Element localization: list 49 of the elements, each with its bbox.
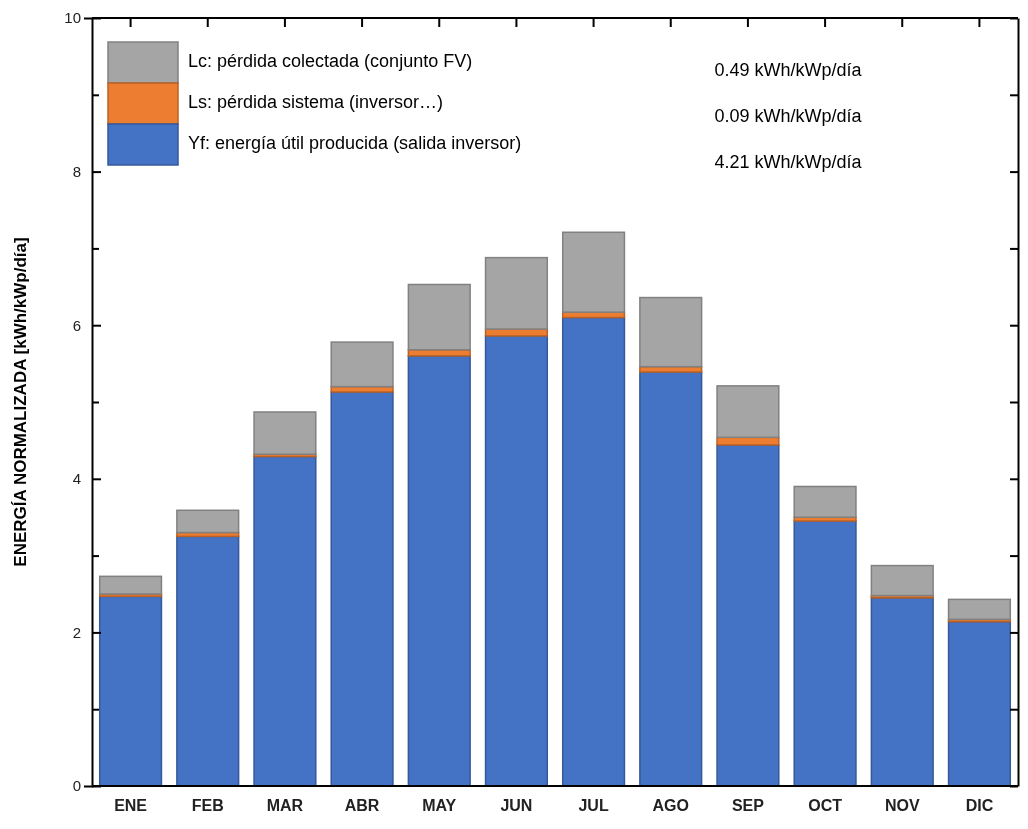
bar xyxy=(484,335,549,787)
x-tick-label: OCT xyxy=(808,797,843,815)
bar xyxy=(870,564,934,597)
bar xyxy=(793,520,857,787)
bar xyxy=(176,509,240,534)
bar xyxy=(561,231,626,313)
x-tick-label: MAY xyxy=(422,797,457,815)
x-tick-label: JUL xyxy=(578,797,609,815)
bar xyxy=(639,371,703,787)
bar xyxy=(793,485,857,518)
x-tick-label: ABR xyxy=(344,797,380,815)
bar xyxy=(98,595,163,787)
y-tick-label: 0 xyxy=(72,777,81,795)
bar xyxy=(947,598,1012,621)
bar xyxy=(407,355,471,787)
bar xyxy=(330,391,394,787)
x-tick-label: NOV xyxy=(884,797,920,815)
bar xyxy=(561,316,626,787)
bar xyxy=(639,296,703,368)
x-tick-label: FEB xyxy=(191,797,224,815)
bar xyxy=(330,341,394,388)
y-tick-label: 8 xyxy=(72,162,81,180)
bar xyxy=(407,283,471,351)
bar xyxy=(176,535,240,787)
y-tick-label: 4 xyxy=(72,470,81,488)
annotation: 0.09 kWh/kWp/día xyxy=(714,106,863,126)
bar xyxy=(484,256,549,330)
annotation: 0.49 kWh/kWp/día xyxy=(714,60,863,80)
y-axis-title: ENERGÍA NORMALIZADA [kWh/kWp/día] xyxy=(11,237,30,567)
bar xyxy=(716,444,780,787)
bar xyxy=(870,597,934,787)
y-tick-label: 2 xyxy=(72,623,81,641)
bar xyxy=(98,575,163,595)
x-tick-label: JUN xyxy=(500,797,533,815)
legend-label: Yf: energía útil producida (salida inversor) xyxy=(188,132,522,153)
x-tick-label: MAR xyxy=(266,797,304,815)
y-tick-label: 6 xyxy=(72,316,81,334)
bar xyxy=(253,411,317,455)
bar xyxy=(947,620,1012,787)
y-tick-label: 10 xyxy=(64,9,81,27)
x-tick-label: ENE xyxy=(114,797,148,815)
x-tick-label: DIC xyxy=(965,797,994,815)
bar xyxy=(716,385,780,439)
x-tick-label: AGO xyxy=(652,797,689,815)
x-tick-label: SEP xyxy=(731,797,765,815)
bar xyxy=(253,455,317,787)
legend-label: Lc: pérdida colectada (conjunto FV) xyxy=(188,50,473,71)
legend-label: Ls: pérdida sistema (inversor…) xyxy=(188,91,444,112)
annotation: 4.21 kWh/kWp/día xyxy=(714,152,863,172)
